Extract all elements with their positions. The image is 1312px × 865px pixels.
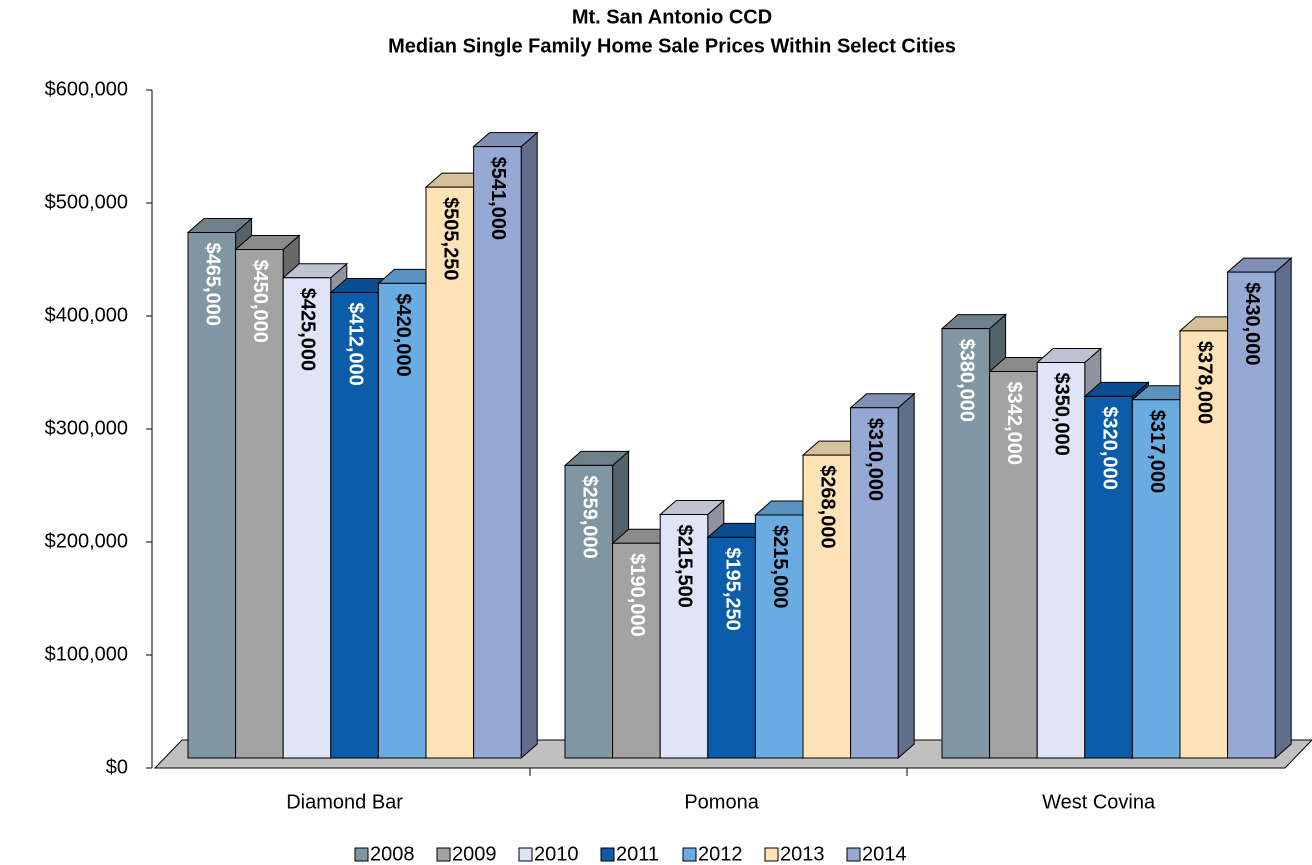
- legend-label: 2008: [370, 843, 415, 865]
- legend-swatch: [354, 847, 369, 862]
- value-label: $195,250: [721, 547, 743, 630]
- value-label: $430,000: [1241, 282, 1263, 365]
- x-tick-label: Diamond Bar: [286, 791, 403, 813]
- value-label: $465,000: [202, 243, 224, 326]
- y-tick-label: $100,000: [45, 643, 128, 665]
- value-label: $320,000: [1098, 406, 1120, 489]
- y-tick-label: $400,000: [45, 304, 128, 326]
- y-tick-label: $0: [106, 756, 128, 778]
- bar: [1226, 256, 1293, 760]
- x-tick-label: Pomona: [684, 791, 759, 813]
- value-label: $350,000: [1051, 373, 1073, 456]
- legend-label: 2011: [616, 843, 659, 865]
- bar-front: [850, 407, 899, 759]
- legend-swatch: [436, 847, 451, 862]
- bar: [849, 392, 916, 760]
- legend-label: 2009: [452, 843, 497, 865]
- chart-subtitle: Median Single Family Home Sale Prices Wi…: [388, 35, 956, 57]
- bar-side: [897, 392, 915, 760]
- legend-swatch: [764, 847, 779, 862]
- bar-side: [520, 131, 538, 760]
- value-label: $317,000: [1146, 410, 1168, 493]
- y-tick-label: $600,000: [45, 78, 128, 100]
- y-tick-label: $300,000: [45, 417, 128, 439]
- y-tick-label: $200,000: [45, 530, 128, 552]
- bar-front: [1227, 271, 1276, 759]
- value-label: $425,000: [297, 288, 319, 371]
- legend-swatch: [846, 847, 861, 862]
- value-label: $450,000: [249, 260, 271, 343]
- legend-swatch: [600, 847, 615, 862]
- legend-swatch: [682, 847, 697, 862]
- value-label: $541,000: [487, 157, 509, 240]
- value-label: $190,000: [626, 553, 648, 636]
- value-label: $412,000: [344, 302, 366, 385]
- value-label: $268,000: [817, 465, 839, 548]
- value-label: $505,250: [440, 197, 462, 280]
- bar-side: [1274, 256, 1292, 760]
- value-label: $420,000: [392, 293, 414, 376]
- x-tick-label: West Covina: [1042, 791, 1156, 813]
- value-label: $215,000: [769, 525, 791, 608]
- legend-label: 2013: [780, 843, 825, 865]
- legend-swatch: [518, 847, 533, 862]
- value-label: $378,000: [1194, 341, 1216, 424]
- bar: [472, 131, 539, 760]
- legend-label: 2010: [534, 843, 579, 865]
- chart-title: Mt. San Antonio CCD: [572, 6, 772, 28]
- bar-front: [473, 146, 522, 759]
- legend-label: 2012: [698, 843, 743, 865]
- legend-label: 2014: [862, 843, 907, 865]
- value-label: $310,000: [864, 418, 886, 501]
- value-label: $259,000: [579, 475, 601, 558]
- value-label: $342,000: [1003, 382, 1025, 465]
- y-tick-label: $500,000: [45, 191, 128, 213]
- value-label: $215,500: [674, 524, 696, 607]
- value-label: $380,000: [956, 339, 978, 422]
